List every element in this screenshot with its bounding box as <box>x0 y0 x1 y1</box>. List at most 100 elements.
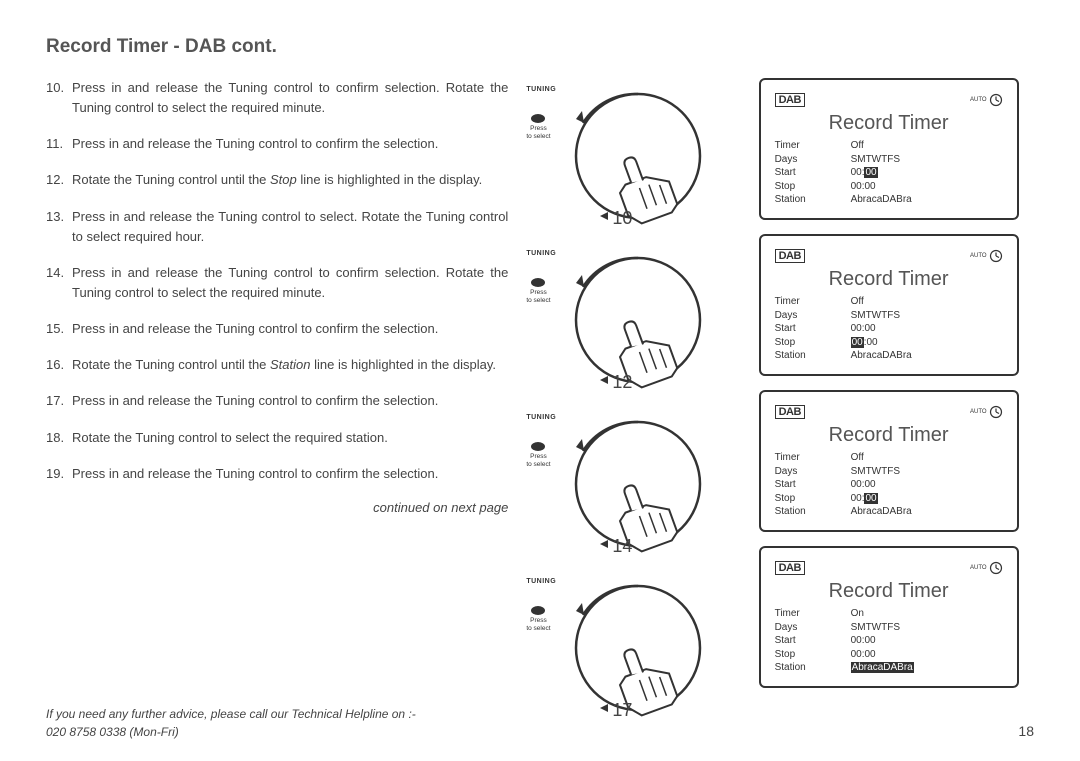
display-row-value: SMTWTFS <box>851 465 900 479</box>
dab-logo: DAB <box>775 405 805 419</box>
display-title: Record Timer <box>775 424 1003 447</box>
display-row-value: On <box>851 607 864 621</box>
display-row-value: 00:00 <box>851 322 876 336</box>
page-number: 18 <box>1018 723 1034 739</box>
dab-logo: DAB <box>775 561 805 575</box>
display-row-label: Stop <box>775 648 851 662</box>
display-row-label: Timer <box>775 295 851 309</box>
display-row: Stop 00:00 <box>775 492 1003 506</box>
display-row: Timer Off <box>775 139 1003 153</box>
clock-icon: AUTO <box>970 249 1003 263</box>
display-row: Days SMTWTFS <box>775 621 1003 635</box>
display-row-label: Station <box>775 193 851 207</box>
display-row-value: 00:00 <box>851 492 878 506</box>
knob-icon <box>531 442 545 451</box>
step-body: Press in and release the Tuning control … <box>72 263 508 303</box>
display-row-label: Station <box>775 349 851 363</box>
display-row-label: Stop <box>775 492 851 506</box>
dab-logo: DAB <box>775 249 805 263</box>
step-number: 12. <box>46 170 72 190</box>
display-row: Stop 00:00 <box>775 648 1003 662</box>
display-title: Record Timer <box>775 112 1003 135</box>
display-row: Start 00:00 <box>775 322 1003 336</box>
step-body: Press in and release the Tuning control … <box>72 464 508 484</box>
display-row: Days SMTWTFS <box>775 465 1003 479</box>
helpline-line2: 020 8758 0338 (Mon-Fri) <box>46 723 416 741</box>
tuning-label: TUNING <box>526 86 556 93</box>
step-body: Press in and release the Tuning control … <box>72 78 508 118</box>
display-title: Record Timer <box>775 580 1003 603</box>
display-row: Timer Off <box>775 451 1003 465</box>
press-label: Pressto select <box>526 606 550 633</box>
helpline: If you need any further advice, please c… <box>46 705 416 741</box>
instruction-step: 13.Press in and release the Tuning contr… <box>46 207 508 247</box>
step-body: Press in and release the Tuning control … <box>72 207 508 247</box>
display-row: Stop 00:00 <box>775 336 1003 350</box>
display-row: Station AbracaDABra <box>775 661 1003 675</box>
display-panel: DAB AUTO Record Timer Timer Off Days SMT… <box>759 390 1019 532</box>
instruction-step: 11.Press in and release the Tuning contr… <box>46 134 508 154</box>
instruction-step: 17.Press in and release the Tuning contr… <box>46 391 508 411</box>
display-row: Days SMTWTFS <box>775 309 1003 323</box>
dial-step-number: 12 <box>612 372 632 393</box>
tuning-dial: TUNING Pressto select 17 <box>520 570 730 730</box>
step-number: 16. <box>46 355 72 375</box>
display-row-label: Start <box>775 634 851 648</box>
tuning-label: TUNING <box>526 578 556 585</box>
display-row: Station AbracaDABra <box>775 349 1003 363</box>
display-row: Station AbracaDABra <box>775 505 1003 519</box>
step-number: 13. <box>46 207 72 247</box>
display-row-value: 00:00 <box>851 336 878 350</box>
display-row-label: Days <box>775 153 851 167</box>
page-heading: Record Timer - DAB cont. <box>46 36 1034 58</box>
tuning-label: TUNING <box>526 414 556 421</box>
display-row-value: Off <box>851 451 864 465</box>
step-number: 11. <box>46 134 72 154</box>
instruction-step: 19.Press in and release the Tuning contr… <box>46 464 508 484</box>
display-panel: DAB AUTO Record Timer Timer Off Days SMT… <box>759 234 1019 376</box>
step-body: Press in and release the Tuning control … <box>72 134 508 154</box>
display-row-value: AbracaDABra <box>851 661 914 675</box>
display-row-label: Stop <box>775 180 851 194</box>
display-row-value: Off <box>851 295 864 309</box>
display-row-label: Start <box>775 478 851 492</box>
step-body: Rotate the Tuning control to select the … <box>72 428 508 448</box>
steps-column: 10.Press in and release the Tuning contr… <box>46 78 508 730</box>
step-body: Press in and release the Tuning control … <box>72 391 508 411</box>
step-body: Press in and release the Tuning control … <box>72 319 508 339</box>
step-body: Rotate the Tuning control until the Stop… <box>72 170 508 190</box>
knob-icon <box>531 114 545 123</box>
instruction-step: 16.Rotate the Tuning control until the S… <box>46 355 508 375</box>
tuning-dial: TUNING Pressto select 14 <box>520 406 730 566</box>
instruction-step: 15.Press in and release the Tuning contr… <box>46 319 508 339</box>
displays-column: DAB AUTO Record Timer Timer Off Days SMT… <box>759 78 1034 730</box>
display-row-value: AbracaDABra <box>851 505 912 519</box>
display-row-value: AbracaDABra <box>851 349 912 363</box>
instruction-step: 12.Rotate the Tuning control until the S… <box>46 170 508 190</box>
step-number: 10. <box>46 78 72 118</box>
display-row-value: SMTWTFS <box>851 153 900 167</box>
display-row-label: Days <box>775 309 851 323</box>
display-row-label: Station <box>775 661 851 675</box>
knob-icon <box>531 278 545 287</box>
tuning-dial: TUNING Pressto select 12 <box>520 242 730 402</box>
display-row-label: Timer <box>775 607 851 621</box>
display-row-value: SMTWTFS <box>851 621 900 635</box>
display-row: Start 00:00 <box>775 478 1003 492</box>
step-number: 19. <box>46 464 72 484</box>
dial-step-number: 10 <box>612 208 632 229</box>
display-panel: DAB AUTO Record Timer Timer On Days SMTW… <box>759 546 1019 688</box>
display-row: Station AbracaDABra <box>775 193 1003 207</box>
display-row-value: 00:00 <box>851 634 876 648</box>
clock-icon: AUTO <box>970 93 1003 107</box>
helpline-line1: If you need any further advice, please c… <box>46 705 416 723</box>
display-row-value: 00:00 <box>851 478 876 492</box>
display-row-label: Timer <box>775 451 851 465</box>
step-number: 15. <box>46 319 72 339</box>
dial-step-number: 14 <box>612 536 632 557</box>
knob-icon <box>531 606 545 615</box>
instruction-step: 18.Rotate the Tuning control to select t… <box>46 428 508 448</box>
dials-column: TUNING Pressto select 10 TUNING Pressto … <box>520 78 746 730</box>
display-row-label: Timer <box>775 139 851 153</box>
instruction-step: 14.Press in and release the Tuning contr… <box>46 263 508 303</box>
